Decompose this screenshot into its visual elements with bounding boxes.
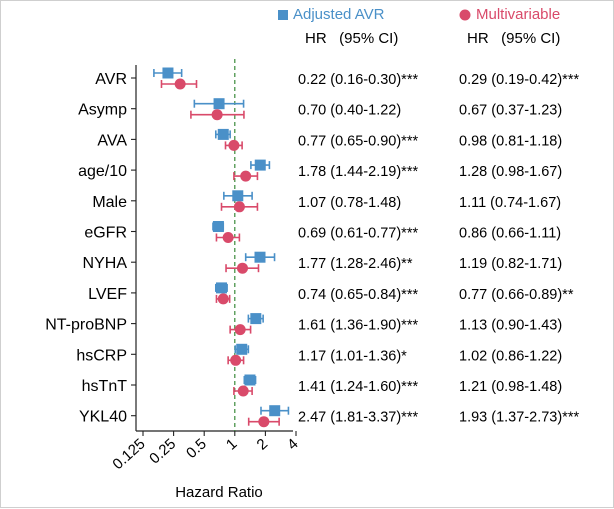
legend-marker-adjusted-avr [278,10,288,20]
x-tick-label: 0.25 [146,435,179,467]
multivariable-point [234,324,246,336]
multivariable-hr-label: 0.98 (0.81-1.18) [459,133,562,149]
multivariable-point [237,385,249,397]
forest-row: eGFR 0.69 (0.61-0.77)*** 0.86 (0.66-1.11) [84,221,561,243]
multivariable-point [233,201,245,213]
adjusted-avr-point [236,343,248,355]
x-axis-title: Hazard Ratio [175,484,263,501]
adjusted-avr-hr-label: 0.74 (0.65-0.84)*** [298,287,418,303]
multivariable-hr-label: 1.13 (0.90-1.43) [459,318,562,334]
forest-row: hsCRP 1.17 (1.01-1.36)* 1.02 (0.86-1.22) [76,343,562,366]
multivariable-hr-label: 0.77 (0.66-0.89)** [459,287,574,303]
row-label: Male [92,194,127,211]
multivariable-hr-label: 1.02 (0.86-1.22) [459,348,562,364]
multivariable-hr-label: 0.86 (0.66-1.11) [459,226,561,242]
row-label: eGFR [84,225,127,242]
multivariable-point [217,293,229,305]
forest-row: NYHA 1.77 (1.28-2.46)** 1.19 (0.82-1.71) [83,251,562,274]
forest-row: age/10 1.78 (1.44-2.19)*** 1.28 (0.98-1.67… [78,159,562,182]
row-label: hsTnT [82,378,128,395]
adjusted-avr-point [162,67,174,79]
legend: Adjusted AVR Multivariable [278,6,560,23]
adjusted-avr-point [254,159,266,171]
x-tick-label: 0.125 [109,435,148,473]
adjusted-avr-hr-label: 1.78 (1.44-2.19)*** [298,164,418,180]
forest-row: LVEF 0.74 (0.65-0.84)*** 0.77 (0.66-0.89)*… [88,282,574,305]
legend-label-multivariable: Multivariable [476,6,560,23]
adjusted-avr-hr-label: 1.41 (1.24-1.60)*** [298,379,418,395]
row-label: AVA [97,132,127,149]
adjusted-avr-point [254,251,266,263]
multivariable-point [174,78,186,90]
forest-row: YKL40 2.47 (1.81-3.37)*** 1.93 (1.37-2.73)… [79,405,579,428]
adjusted-avr-point [232,190,244,202]
row-label: age/10 [78,163,127,180]
multivariable-hr-label: 1.11 (0.74-1.67) [459,195,561,211]
adjusted-avr-hr-label: 0.69 (0.61-0.77)*** [298,226,418,242]
adjusted-avr-point [244,374,256,386]
legend-label-adjusted-avr: Adjusted AVR [293,6,385,23]
adjusted-avr-hr-label: 1.77 (1.28-2.46)** [298,256,413,272]
multivariable-point [230,354,242,366]
rows: AVR 0.22 (0.16-0.30)*** 0.29 (0.19-0.42)**… [45,67,579,428]
adjusted-avr-point [250,313,262,325]
adjusted-avr-hr-label: 1.17 (1.01-1.36)* [298,348,407,364]
x-tick-label: 1 [223,435,241,453]
row-label: NYHA [83,255,128,272]
x-tick-label: 2 [254,435,272,453]
adjusted-avr-hr-label: 0.77 (0.65-0.90)*** [298,133,418,149]
x-tick-label: 0.5 [183,435,210,462]
multivariable-point [240,170,252,182]
row-label: AVR [95,71,127,88]
multivariable-hr-label: 1.93 (1.37-2.73)*** [459,410,579,426]
multivariable-point [258,416,270,428]
row-label: LVEF [88,286,127,303]
adjusted-avr-point [217,128,229,140]
multivariable-point [222,232,234,243]
multivariable-point [211,109,223,121]
legend-marker-multivariable [459,9,471,21]
column-header-multivariable: HR (95% CI) [467,30,560,47]
adjusted-avr-hr-label: 1.07 (0.78-1.48) [298,195,401,211]
forest-row: AVA 0.77 (0.65-0.90)*** 0.98 (0.81-1.18) [97,128,562,151]
adjusted-avr-point [213,98,225,110]
adjusted-avr-hr-label: 0.70 (0.40-1.22) [298,103,401,119]
adjusted-avr-point [212,221,224,232]
forest-row: Asymp 0.70 (0.40-1.22) 0.67 (0.37-1.23) [78,98,562,121]
adjusted-avr-point [216,282,228,294]
multivariable-hr-label: 0.29 (0.19-0.42)*** [459,72,579,88]
multivariable-hr-label: 1.21 (0.98-1.48) [459,379,562,395]
multivariable-point [228,139,240,151]
multivariable-point [236,262,248,274]
row-label: YKL40 [79,409,127,426]
forest-row: Male 1.07 (0.78-1.48) 1.11 (0.74-1.67) [92,190,561,213]
adjusted-avr-hr-label: 0.22 (0.16-0.30)*** [298,72,418,88]
multivariable-hr-label: 0.67 (0.37-1.23) [459,103,562,119]
forest-row: NT-proBNP 1.61 (1.36-1.90)*** 1.13 (0.90-1… [45,313,562,336]
column-header-adjusted-avr: HR (95% CI) [305,30,398,47]
adjusted-avr-hr-label: 1.61 (1.36-1.90)*** [298,318,418,334]
x-tick-label: 4 [284,435,302,453]
adjusted-avr-point [269,405,281,417]
forest-row: hsTnT 1.41 (1.24-1.60)*** 1.21 (0.98-1.48) [82,374,562,397]
row-label: Asymp [78,102,127,119]
adjusted-avr-hr-label: 2.47 (1.81-3.37)*** [298,410,418,426]
multivariable-hr-label: 1.28 (0.98-1.67) [459,164,562,180]
row-label: hsCRP [76,347,127,364]
forest-row: AVR 0.22 (0.16-0.30)*** 0.29 (0.19-0.42)**… [95,67,579,90]
row-label: NT-proBNP [45,317,127,334]
multivariable-hr-label: 1.19 (0.82-1.71) [459,256,562,272]
